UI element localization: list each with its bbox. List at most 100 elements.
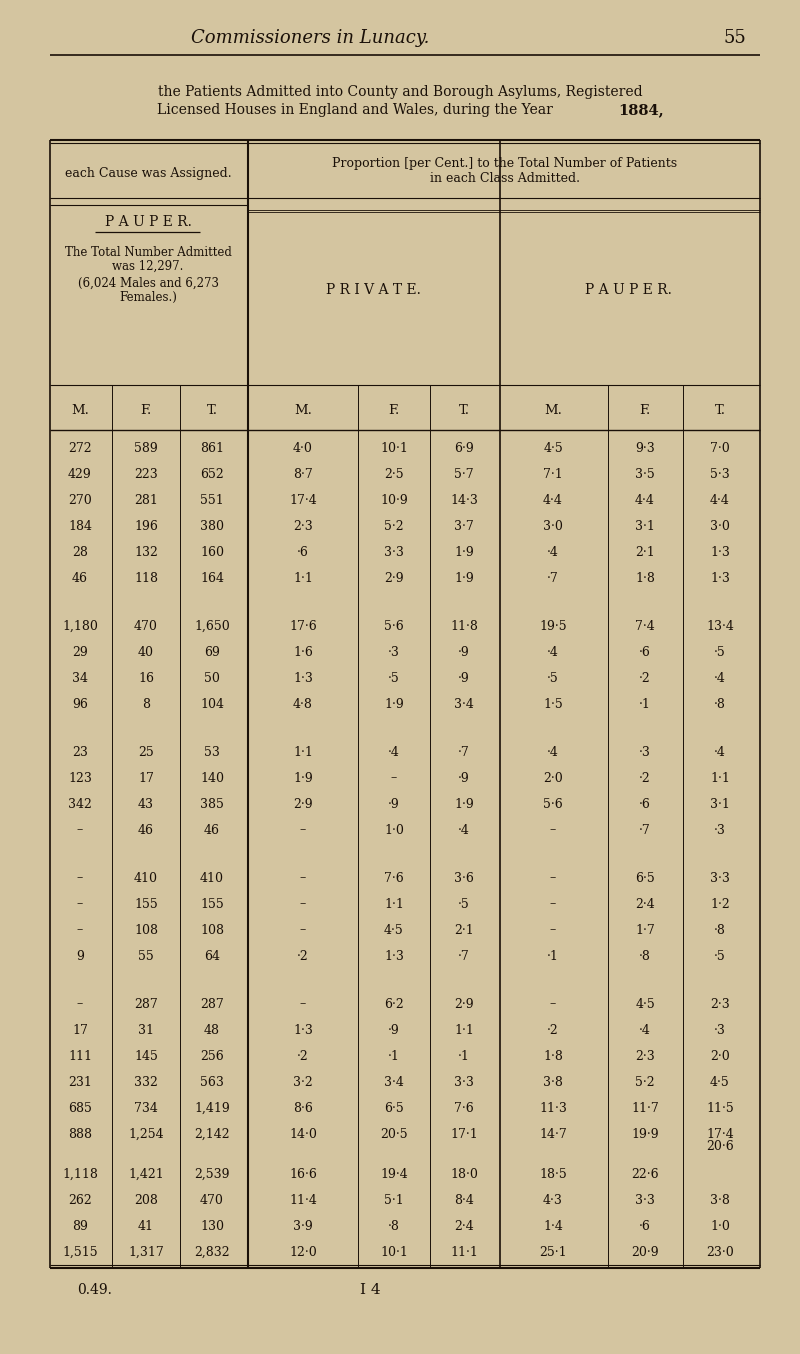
Text: 145: 145 (134, 1049, 158, 1063)
Text: 2·9: 2·9 (384, 571, 404, 585)
Text: ·3: ·3 (714, 823, 726, 837)
Text: ·8: ·8 (388, 1220, 400, 1232)
Text: 3·6: 3·6 (454, 872, 474, 884)
Text: 589: 589 (134, 441, 158, 455)
Text: 14·3: 14·3 (450, 493, 478, 506)
Text: 1·0: 1·0 (384, 823, 404, 837)
Text: 20·5: 20·5 (380, 1128, 408, 1140)
Text: 11·7: 11·7 (631, 1102, 659, 1114)
Text: 2,832: 2,832 (194, 1246, 230, 1258)
Text: ·2: ·2 (297, 1049, 309, 1063)
Text: 43: 43 (138, 798, 154, 811)
Text: 4·4: 4·4 (635, 493, 655, 506)
Text: 380: 380 (200, 520, 224, 532)
Text: F.: F. (140, 403, 152, 417)
Text: 48: 48 (204, 1024, 220, 1037)
Text: 3·1: 3·1 (710, 798, 730, 811)
Text: the Patients Admitted into County and Borough Asylums, Registered: the Patients Admitted into County and Bo… (158, 85, 642, 99)
Text: T.: T. (206, 403, 218, 417)
Text: 11·3: 11·3 (539, 1102, 567, 1114)
Text: ·1: ·1 (639, 697, 651, 711)
Text: 46: 46 (138, 823, 154, 837)
Text: M.: M. (544, 403, 562, 417)
Text: 6·2: 6·2 (384, 998, 404, 1010)
Text: 470: 470 (134, 620, 158, 632)
Text: 1·8: 1·8 (543, 1049, 563, 1063)
Text: 5·6: 5·6 (384, 620, 404, 632)
Text: 19·4: 19·4 (380, 1167, 408, 1181)
Text: –: – (550, 998, 556, 1010)
Text: 1·1: 1·1 (454, 1024, 474, 1037)
Text: 7·6: 7·6 (454, 1102, 474, 1114)
Text: 64: 64 (204, 949, 220, 963)
Text: 231: 231 (68, 1075, 92, 1089)
Text: 6·5: 6·5 (635, 872, 655, 884)
Text: ·7: ·7 (547, 571, 559, 585)
Text: 1·6: 1·6 (293, 646, 313, 658)
Text: 164: 164 (200, 571, 224, 585)
Text: 2,539: 2,539 (194, 1167, 230, 1181)
Text: 3·0: 3·0 (710, 520, 730, 532)
Text: 12·0: 12·0 (289, 1246, 317, 1258)
Text: 2·3: 2·3 (635, 1049, 655, 1063)
Text: 1·9: 1·9 (384, 697, 404, 711)
Text: 9: 9 (76, 949, 84, 963)
Text: 332: 332 (134, 1075, 158, 1089)
Text: 1·3: 1·3 (293, 1024, 313, 1037)
Text: 89: 89 (72, 1220, 88, 1232)
Text: 734: 734 (134, 1102, 158, 1114)
Text: –: – (300, 998, 306, 1010)
Text: 342: 342 (68, 798, 92, 811)
Text: 3·1: 3·1 (635, 520, 655, 532)
Text: 1,118: 1,118 (62, 1167, 98, 1181)
Text: 410: 410 (134, 872, 158, 884)
Text: 3·4: 3·4 (384, 1075, 404, 1089)
Text: 4·4: 4·4 (710, 493, 730, 506)
Text: 16: 16 (138, 672, 154, 685)
Text: 7·6: 7·6 (384, 872, 404, 884)
Text: ·9: ·9 (458, 672, 470, 685)
Text: 3·4: 3·4 (454, 697, 474, 711)
Text: 19·9: 19·9 (631, 1128, 659, 1140)
Text: 470: 470 (200, 1193, 224, 1206)
Text: 2·1: 2·1 (454, 923, 474, 937)
Text: 18·0: 18·0 (450, 1167, 478, 1181)
Text: 196: 196 (134, 520, 158, 532)
Text: 2·4: 2·4 (454, 1220, 474, 1232)
Text: 50: 50 (204, 672, 220, 685)
Text: 270: 270 (68, 493, 92, 506)
Text: 17·4: 17·4 (706, 1128, 734, 1140)
Text: 410: 410 (200, 872, 224, 884)
Text: 69: 69 (204, 646, 220, 658)
Text: 1·5: 1·5 (543, 697, 563, 711)
Text: ·8: ·8 (714, 697, 726, 711)
Text: ·4: ·4 (714, 746, 726, 758)
Text: ·4: ·4 (458, 823, 470, 837)
Text: 4·8: 4·8 (293, 697, 313, 711)
Text: 1·1: 1·1 (293, 571, 313, 585)
Text: ·7: ·7 (458, 949, 470, 963)
Text: 287: 287 (200, 998, 224, 1010)
Text: ·4: ·4 (547, 746, 559, 758)
Text: 563: 563 (200, 1075, 224, 1089)
Text: T.: T. (458, 403, 470, 417)
Text: 1·4: 1·4 (543, 1220, 563, 1232)
Text: 2,142: 2,142 (194, 1128, 230, 1140)
Text: 13·4: 13·4 (706, 620, 734, 632)
Text: 861: 861 (200, 441, 224, 455)
Text: –: – (77, 923, 83, 937)
Text: 17·1: 17·1 (450, 1128, 478, 1140)
Text: 1·3: 1·3 (710, 571, 730, 585)
Text: ·3: ·3 (639, 746, 651, 758)
Text: 96: 96 (72, 697, 88, 711)
Text: was 12,297.: was 12,297. (112, 260, 184, 272)
Text: 8·7: 8·7 (293, 467, 313, 481)
Text: 3·8: 3·8 (710, 1193, 730, 1206)
Text: 118: 118 (134, 571, 158, 585)
Text: 34: 34 (72, 672, 88, 685)
Text: Females.): Females.) (119, 291, 177, 303)
Text: 17·4: 17·4 (289, 493, 317, 506)
Text: 2·1: 2·1 (635, 546, 655, 558)
Text: 4·5: 4·5 (384, 923, 404, 937)
Text: ·2: ·2 (547, 1024, 559, 1037)
